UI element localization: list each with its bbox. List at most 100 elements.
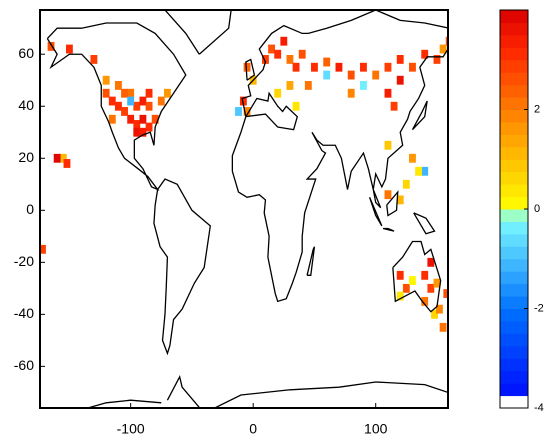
grid-cell	[427, 257, 435, 267]
grid-cell	[63, 159, 71, 168]
coastline	[413, 212, 436, 235]
colorbar-step	[500, 47, 528, 61]
grid-cell	[139, 114, 147, 124]
colorbar-step	[500, 283, 528, 297]
grid-cell	[433, 278, 441, 288]
colorbar-step	[500, 209, 528, 222]
grid-cell	[396, 291, 404, 301]
colorbar-step	[500, 134, 528, 148]
grid-cell	[431, 309, 438, 319]
grid-cell	[127, 96, 135, 106]
colorbar-step	[500, 296, 528, 309]
grid-cell	[427, 283, 435, 293]
colorbar-step	[500, 320, 528, 334]
grid-cell	[311, 62, 318, 72]
grid-cell	[445, 36, 448, 46]
coastline	[153, 178, 212, 356]
grid-cell	[435, 304, 443, 314]
grid-cell	[157, 96, 165, 106]
grid-cell	[409, 62, 416, 72]
grid-cell	[323, 57, 331, 67]
grid-cell	[108, 96, 116, 106]
coastline	[46, 22, 187, 192]
grid-cell	[243, 107, 251, 116]
colorbar-step	[500, 171, 528, 185]
y-tick-label: 60	[18, 45, 34, 61]
grid-cell	[102, 75, 110, 85]
grid-cell	[274, 49, 282, 59]
colorbar-step	[500, 72, 528, 86]
grid-cell	[133, 120, 141, 129]
grid-cell	[53, 153, 61, 163]
colorbar-step	[500, 146, 528, 160]
grid-cell	[121, 88, 128, 98]
grid-cell	[409, 153, 416, 163]
grid-cell	[145, 101, 153, 111]
grid-cell	[47, 41, 55, 51]
y-tick-label: -20	[14, 253, 34, 269]
grid-cell	[396, 55, 404, 64]
grid-cell	[443, 289, 448, 298]
colorbar-step	[500, 184, 528, 198]
coastline	[40, 399, 162, 408]
grid-cell	[145, 88, 153, 98]
colorbar-step	[500, 97, 528, 110]
colorbar: -4 -2 0 2	[499, 9, 544, 414]
grid-cell	[347, 88, 355, 98]
grid-cell	[439, 44, 447, 54]
x-tick-label: -100	[117, 421, 145, 437]
grid-cell	[298, 49, 306, 59]
coastline	[245, 58, 256, 81]
colorbar-step	[500, 109, 528, 123]
colorbar-step	[500, 383, 528, 397]
colorbar-step	[500, 395, 528, 409]
grid-cell	[372, 70, 380, 80]
colorbar-step	[500, 258, 528, 272]
grid-cell	[286, 55, 294, 64]
coastlines	[40, 10, 448, 408]
grid-cell	[384, 62, 392, 72]
grid-cell	[133, 101, 141, 111]
colorbar-step	[500, 271, 528, 285]
x-tick-label: 0	[249, 421, 257, 437]
grid-cell	[127, 88, 135, 98]
coastline	[166, 374, 448, 408]
grid-cell	[40, 244, 46, 254]
colorbar-step	[500, 10, 528, 23]
grid-cell	[145, 122, 153, 132]
grid-cell	[262, 55, 269, 64]
grid-cell	[421, 296, 429, 306]
map-plot: -100 0 100 -60 -40 -20 0 20 40 60	[14, 9, 449, 437]
coastline	[411, 100, 428, 131]
y-tick-label: 40	[18, 97, 34, 113]
grid-cell	[121, 107, 128, 116]
colorbar-step	[500, 121, 528, 135]
colorbar-step	[500, 246, 528, 260]
grid-cell	[421, 166, 429, 176]
colorbar-step	[500, 233, 528, 247]
grid-cell	[90, 55, 98, 64]
grid-cell	[396, 270, 404, 280]
grid-cell	[304, 81, 312, 90]
colorbar-step	[500, 22, 528, 36]
grid-cell	[108, 114, 116, 124]
colorbar-step	[500, 34, 528, 48]
grid-cell	[239, 96, 247, 106]
colorbar-step	[500, 159, 528, 173]
grid-cell	[151, 114, 159, 124]
x-tick-label: 100	[364, 421, 388, 437]
colorbar-step	[500, 333, 528, 347]
colorbar-step	[500, 308, 528, 322]
colorbar-tick-label: -4	[534, 402, 544, 414]
colorbar-step	[500, 59, 528, 73]
grid-cell	[133, 127, 141, 137]
colorbar-step	[500, 358, 528, 372]
coastline	[306, 246, 316, 276]
grid-cell	[292, 62, 300, 72]
grid-cell	[139, 96, 147, 106]
grid-cell	[102, 88, 110, 98]
grid-cell	[235, 107, 242, 116]
coastline	[245, 91, 299, 131]
grid-cell	[59, 153, 67, 163]
